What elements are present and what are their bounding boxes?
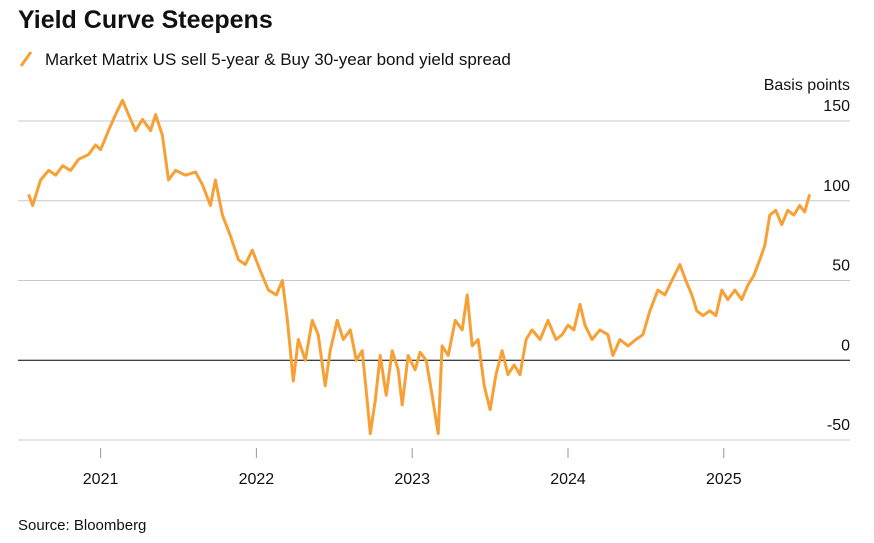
y-tick-label: 0 (841, 337, 850, 354)
x-tick-label: 2022 (239, 471, 275, 488)
legend-swatch (19, 51, 33, 67)
y-axis-label: Basis points (764, 77, 850, 94)
x-tick-label: 2024 (550, 471, 586, 488)
x-tick-label: 2021 (83, 471, 119, 488)
series-line (27, 98, 812, 436)
y-tick-label: -50 (827, 417, 850, 434)
x-tick-label: 2025 (706, 471, 742, 488)
x-tick-label: 2023 (394, 471, 430, 488)
chart-title: Yield Curve Steepens (18, 6, 273, 34)
y-tick-label: 150 (823, 98, 850, 115)
source: Source: Bloomberg (18, 517, 146, 534)
y-tick-label: 100 (823, 178, 850, 195)
y-tick-label: 50 (832, 258, 850, 275)
legend-label: Market Matrix US sell 5-year & Buy 30-ye… (45, 50, 511, 69)
